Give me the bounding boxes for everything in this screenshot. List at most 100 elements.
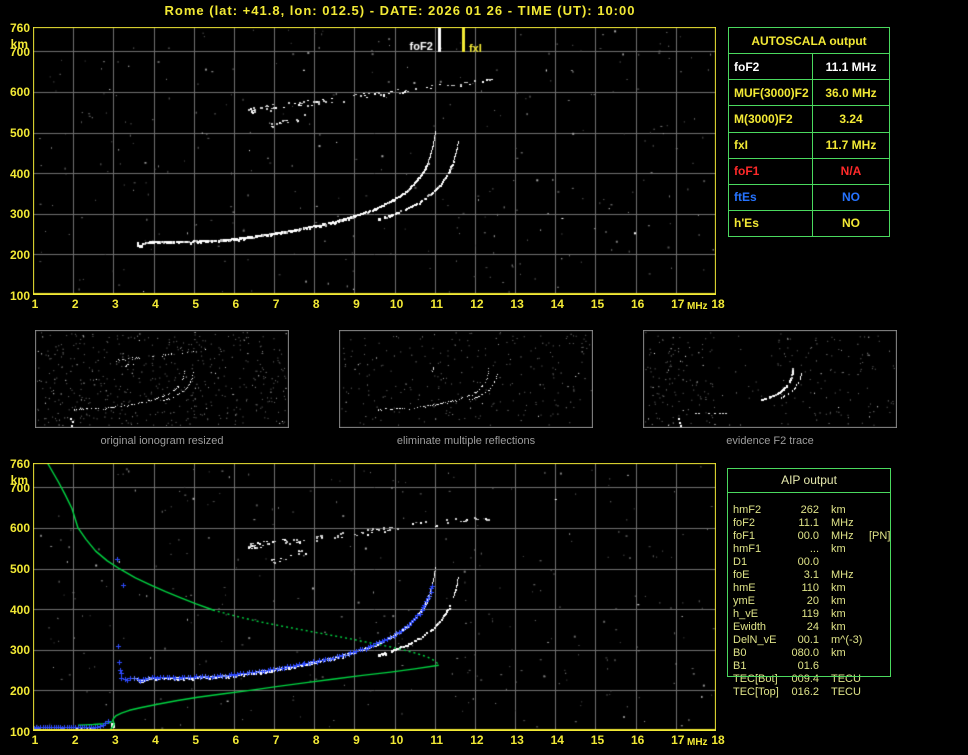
aip-unit: TECU — [831, 673, 861, 685]
aip-row: B1 01.6 — [733, 660, 913, 673]
aip-output-rows: hmF2 262 km foF2 11.1 MHz foF1 00.0 MHz [PN] hmF1.… — [733, 504, 913, 699]
km-unit-label: km — [10, 37, 28, 51]
aip-row: hmF2 262 km — [733, 504, 913, 517]
x-axis-tick-label: 12 — [470, 297, 484, 311]
x-axis-tick-label: 8 — [312, 297, 320, 311]
x-axis-tick-label: 2 — [71, 297, 79, 311]
aip-row: Ewidth 24 km — [733, 621, 913, 634]
aip-unit: km — [831, 647, 846, 659]
y-axis-tick-label: 500 — [9, 126, 30, 141]
y-axis-tick-label: 760 — [9, 20, 30, 35]
bottom-ionogram-canvas — [33, 463, 716, 731]
x-axis-tick-label: 16 — [630, 733, 645, 747]
autoscala-row-value: 11.7 MHz — [825, 138, 877, 153]
x-axis-tick-label: 6 — [232, 297, 240, 311]
aip-value: 016.2 — [791, 686, 819, 698]
x-axis-tick-label: 18 — [711, 297, 725, 311]
thumbnail-eliminate-reflections — [339, 330, 593, 428]
aip-label: foE — [733, 569, 750, 581]
autoscala-row-value: 36.0 MHz — [825, 85, 877, 100]
aip-unit — [831, 556, 867, 569]
aip-row: h_vE 119 km — [733, 608, 913, 621]
aip-value: 080.0 — [791, 647, 819, 659]
autoscala-row-label: M(3000)F2 — [729, 106, 813, 132]
x-axis-tick-label: 7 — [272, 297, 280, 311]
aip-unit: MHz — [831, 569, 854, 581]
aip-note: [PN] — [869, 530, 891, 542]
aip-value: ... — [809, 543, 819, 555]
aip-label: TEC[Bot] — [733, 673, 778, 685]
x-axis-tick-label: 13 — [510, 297, 524, 311]
aip-row: foF1 00.0 MHz [PN] — [733, 530, 913, 543]
x-axis-tick-label: 3 — [112, 733, 119, 747]
aip-label: TEC[Top] — [733, 686, 779, 698]
y-axis-tick-label: 400 — [9, 166, 30, 181]
y-axis-tick-label: 300 — [9, 643, 30, 658]
aip-value: 01.6 — [797, 660, 819, 672]
aip-row: TEC[Top] 016.2 TECU — [733, 686, 913, 699]
x-axis-tick-label: 15 — [590, 733, 605, 747]
aip-unit: TECU — [831, 686, 861, 698]
x-axis-tick-label: 14 — [550, 297, 564, 311]
aip-unit: km — [831, 504, 846, 516]
x-axis-tick-label: 13 — [510, 733, 524, 747]
aip-row: ymE 20 km — [733, 595, 913, 608]
aip-value: 11.1 — [798, 517, 819, 529]
km-unit-label: km — [10, 473, 28, 487]
aip-label: hmF1 — [733, 543, 762, 555]
aip-value: 119 — [801, 608, 819, 620]
x-axis-tick-label: 9 — [353, 733, 360, 747]
y-axis-tick-label: 760 — [9, 456, 30, 471]
autoscala-table-header: AUTOSCALA output — [751, 33, 867, 48]
autoscala-row-label: fxI — [729, 132, 813, 158]
y-axis-tick-label: 600 — [9, 85, 30, 100]
aip-unit: km — [831, 621, 846, 633]
aip-label: B1 — [733, 660, 747, 672]
y-axis-tick-label: 600 — [9, 521, 30, 536]
y-axis-tick-label: 700 — [9, 44, 30, 59]
aip-value: 00.1 — [797, 634, 819, 646]
aip-unit: MHz — [831, 517, 854, 529]
thumbnail-evidence-f2-trace — [643, 330, 897, 428]
aip-label: DelN_vE — [733, 634, 777, 646]
x-axis-tick-label: 15 — [590, 297, 605, 311]
autoscala-row: ftEs NO — [729, 183, 889, 210]
x-axis-tick-label: 11 — [430, 297, 444, 311]
autoscala-row-value: N/A — [840, 164, 862, 179]
x-axis-tick-label: 5 — [192, 733, 200, 747]
autoscala-row: fxI 11.7 MHz — [729, 131, 889, 158]
aip-row: hmF1... km — [733, 543, 913, 556]
aip-value: 20 — [806, 595, 819, 607]
aip-row: DelN_vE 00.1 m^(-3) — [733, 634, 913, 647]
aip-row: B0 080.0 km — [733, 647, 913, 660]
aip-label: foF2 — [733, 517, 756, 529]
y-axis-tick-label: 400 — [9, 602, 30, 617]
aip-row: foF2 11.1 MHz — [733, 517, 913, 530]
thumbnail-caption: eliminate multiple reflections — [396, 435, 536, 447]
x-axis-tick-label: 16 — [630, 297, 645, 311]
autoscala-row-value: 3.24 — [839, 111, 863, 126]
aip-row: hmE 110 km — [733, 582, 913, 595]
thumbnail-original-ionogram — [35, 330, 289, 428]
x-axis-tick-label: 2 — [71, 733, 79, 747]
x-axis-tick-label: 8 — [312, 733, 320, 747]
x-axis-tick-label: 5 — [192, 297, 200, 311]
aip-value: 00.0 — [797, 530, 819, 542]
y-axis-tick-label: 500 — [9, 562, 30, 577]
autoscala-row-value: NO — [842, 216, 860, 231]
aip-label: foF1 — [733, 530, 756, 542]
autoscala-row-label: MUF(3000)F2 — [729, 80, 813, 106]
autoscala-row: M(3000)F2 3.24 — [729, 105, 889, 132]
aip-row: TEC[Bot] 009.4 TECU — [733, 673, 913, 686]
aip-row: foE 3.1 MHz — [733, 569, 913, 582]
aip-unit: km — [831, 543, 846, 555]
aip-value: 262 — [800, 504, 819, 516]
y-axis-tick-label: 100 — [9, 724, 30, 739]
aip-value: 00.0 — [797, 556, 819, 568]
autoscala-output-table: AUTOSCALA output foF2 11.1 MHz MUF(3000)F2… — [728, 27, 890, 237]
autoscala-row-label: h'Es — [729, 210, 813, 236]
aip-unit — [831, 660, 867, 673]
aip-value: 24 — [806, 621, 819, 633]
x-axis-tick-label: 17 — [671, 733, 685, 747]
